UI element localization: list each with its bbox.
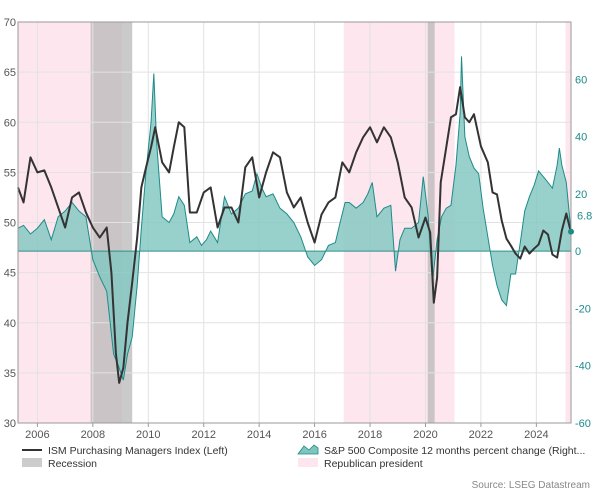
series-edge-1	[17, 56, 572, 381]
x-tick-label: 2018	[358, 429, 382, 441]
left-axis: 30 35 40 45 50 55 60 65 70	[4, 17, 16, 430]
marker-layer: 6.8	[568, 211, 592, 235]
last-value-marker	[568, 228, 574, 235]
line-layer	[17, 86, 572, 384]
left-tick-label: 70	[4, 17, 16, 29]
right-tick-label: -60	[575, 418, 591, 430]
legend-item-2: Recession	[22, 458, 97, 470]
legend-item-0: ISM Purchasing Managers Index (Left)	[22, 445, 228, 457]
left-tick-label: 40	[4, 318, 16, 330]
right-tick-label: 0	[575, 246, 581, 258]
left-tick-label: 55	[4, 167, 16, 179]
legend: ISM Purchasing Managers Index (Left) S&P …	[22, 444, 585, 470]
legend-item-1: S&P 500 Composite 12 months percent chan…	[297, 444, 585, 457]
legend-swatch	[298, 458, 318, 467]
right-tick-label: 60	[575, 74, 587, 86]
x-tick-label: 2016	[302, 429, 326, 441]
x-tick-label: 2022	[469, 429, 493, 441]
right-axis: -60 -40 -20 0 20 40 60	[575, 74, 591, 430]
source-note: Source: LSEG Datastream	[472, 480, 590, 491]
legend-swatch	[297, 444, 319, 455]
left-tick-label: 65	[4, 67, 16, 79]
x-tick-label: 2006	[25, 429, 49, 441]
series-line-0	[17, 86, 572, 384]
right-tick-label: 40	[575, 132, 587, 144]
legend-label: ISM Purchasing Managers Index (Left)	[48, 445, 228, 457]
x-tick-label: 2012	[191, 429, 215, 441]
right-tick-label: -20	[575, 303, 591, 315]
right-tick-label: -40	[575, 361, 591, 373]
left-tick-label: 30	[4, 418, 16, 430]
x-tick-label: 2024	[524, 429, 548, 441]
left-tick-label: 50	[4, 218, 16, 230]
legend-swatch	[22, 458, 42, 467]
x-tick-label: 2014	[247, 429, 271, 441]
right-tick-label: 20	[575, 189, 587, 201]
legend-label: Recession	[48, 458, 97, 470]
last-value-label: 6.8	[577, 211, 592, 223]
left-tick-label: 60	[4, 117, 16, 129]
x-tick-label: 2008	[81, 429, 105, 441]
x-tick-label: 2020	[413, 429, 437, 441]
legend-label: S&P 500 Composite 12 months percent chan…	[324, 445, 585, 457]
plot-frame	[17, 21, 572, 424]
legend-label: Republican president	[324, 458, 423, 470]
left-tick-label: 45	[4, 268, 16, 280]
x-tick-label: 2010	[136, 429, 160, 441]
x-axis: 2006 2008 2010 2012 2014 2016 2018 2020 2022 2024	[25, 423, 549, 441]
legend-item-3: Republican president	[298, 458, 423, 470]
left-tick-label: 35	[4, 368, 16, 380]
